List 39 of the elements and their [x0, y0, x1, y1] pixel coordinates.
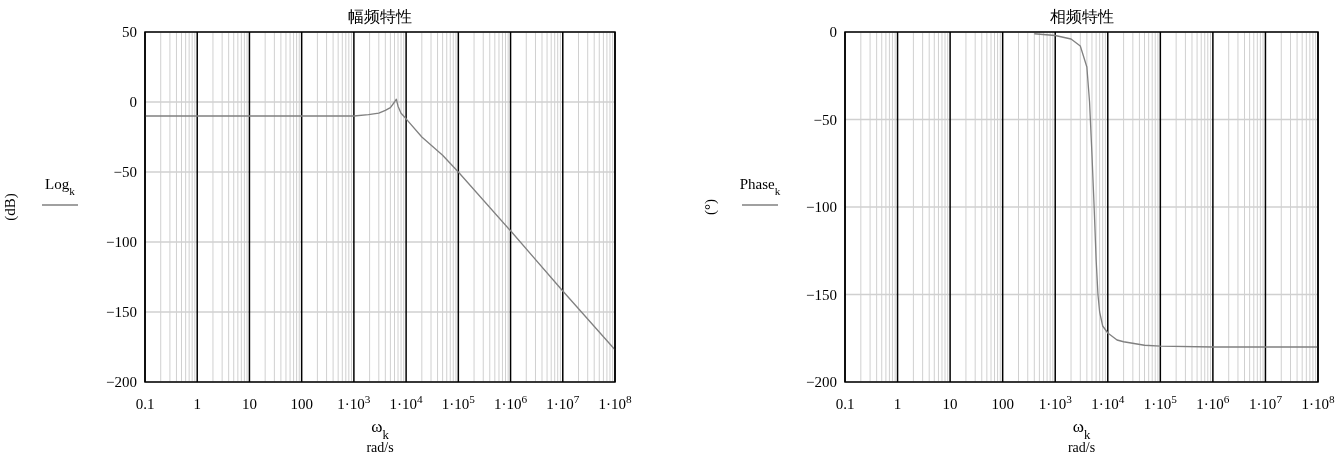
- x-tick-label: 1: [893, 396, 902, 412]
- x-tick-label: 1·10$^{6}$: [493, 393, 528, 412]
- y-tick-label: −200: [106, 374, 137, 390]
- text: Log$_{k}$: [45, 176, 76, 197]
- y-tick-label: −50: [113, 164, 137, 180]
- x-tick-label: 1·10$^{5}$: [441, 393, 476, 412]
- x-tick-label: 10: [241, 396, 257, 412]
- x-tick-label: 100: [290, 396, 313, 412]
- y-tick-label: 0: [129, 94, 137, 110]
- x-tick-label: 0.1: [135, 396, 155, 412]
- y-tick-label: −50: [813, 111, 837, 128]
- chart-title: 相频特性: [1049, 7, 1114, 26]
- x-tick-label: 1·10$^{3}$: [337, 393, 371, 412]
- x-tick-label: 0.1: [835, 396, 855, 412]
- x-tick-label: 1·10$^{4}$: [1091, 393, 1125, 412]
- x-tick-label: 1·10$^{4}$: [389, 393, 424, 412]
- chart-title: 幅频特性: [348, 7, 412, 26]
- y-axis-title: (dB): [2, 193, 19, 221]
- y-tick-label: −100: [106, 234, 137, 250]
- y-tick-label: −150: [806, 286, 837, 303]
- y-tick-label: −150: [106, 304, 137, 320]
- x-tick-label: 1·10$^{7}$: [1248, 393, 1283, 412]
- x-axis-title: ω$_{k}$ rad/s: [366, 417, 394, 455]
- x-tick-label: 1·10$^{3}$: [1038, 393, 1073, 412]
- x-tick-label: 1·10$^{8}$: [1301, 393, 1335, 412]
- x-tick-label: 100: [991, 396, 1014, 412]
- x-tick-label: 1: [193, 396, 201, 412]
- text: Phase$_{k}$: [739, 176, 781, 197]
- x-axis-title: ω$_{k}$ rad/s: [1067, 417, 1096, 455]
- x-tick-label: 1·10$^{6}$: [1196, 393, 1230, 412]
- x-tick-label: 10: [942, 396, 958, 412]
- y-tick-label: 0: [829, 24, 837, 40]
- y-tick-label: 50: [122, 24, 137, 40]
- y-axis-title: (°): [702, 199, 719, 215]
- x-tick-label: 1·10$^{7}$: [546, 393, 580, 412]
- x-tick-label: 1·10$^{8}$: [598, 393, 632, 412]
- x-tick-label: 1·10$^{5}$: [1143, 393, 1178, 412]
- y-tick-label: −100: [806, 199, 837, 215]
- y-tick-label: −200: [806, 374, 837, 390]
